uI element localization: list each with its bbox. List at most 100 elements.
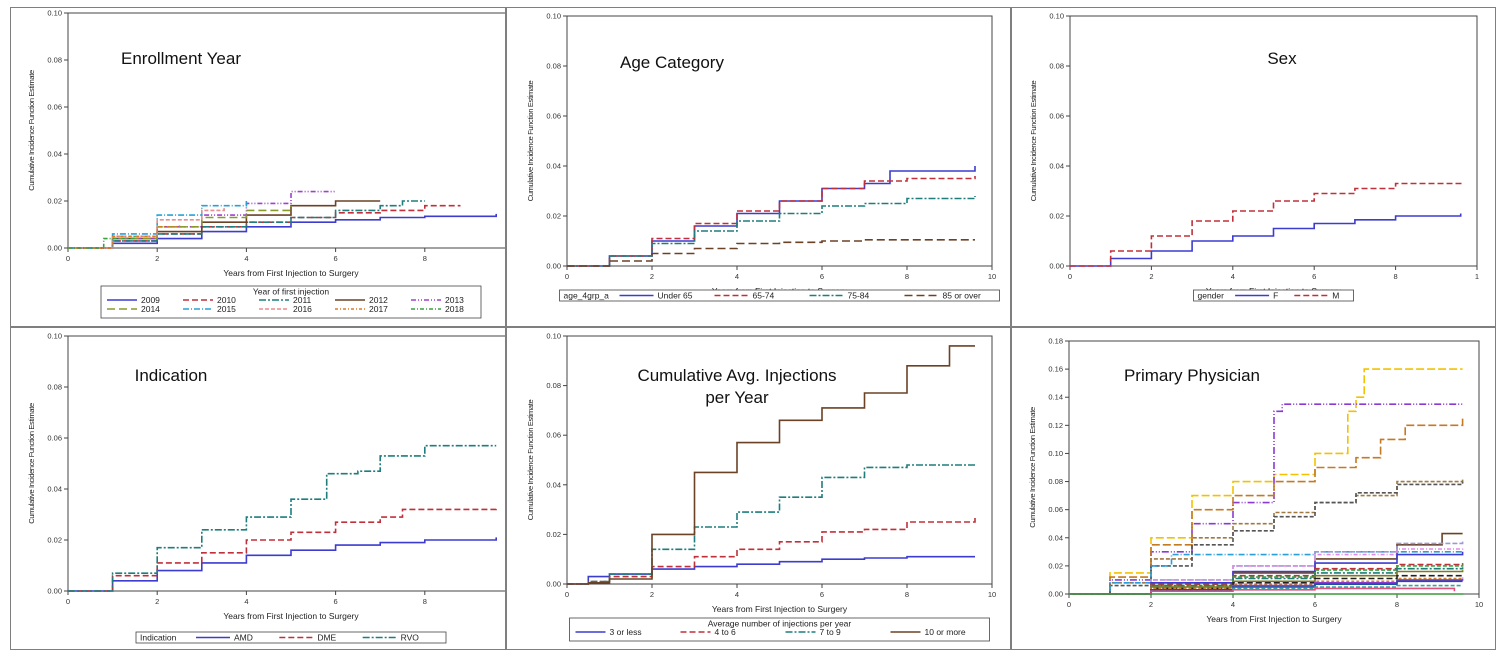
x-tick-label: 2 — [155, 597, 159, 606]
chart-title: Cumulative Avg. Injections — [637, 366, 836, 385]
y-tick-label: 0.02 — [1049, 212, 1064, 221]
x-axis-label: Years from First Injection to Surgery — [223, 611, 359, 621]
y-tick-label: 0.10 — [47, 332, 62, 341]
y-tick-label: 0.06 — [1049, 112, 1064, 121]
legend-box — [559, 289, 1000, 302]
series-line-21 — [1069, 593, 1464, 595]
series-line-85-or-over — [567, 239, 975, 267]
x-tick-label: 4 — [735, 590, 739, 599]
legend-label: 2015 — [217, 304, 236, 314]
chart-injections-per-year: 0.00 0.02 0.04 0.06 0.08 0.10 0 2 4 6 8 10 Years fro… — [526, 332, 996, 642]
y-tick-label: 0.04 — [1048, 533, 1063, 542]
panel-sex: 0.000.020.040.060.080.10024681Years from… — [1011, 7, 1496, 327]
chart-primary-physician: 0.00 0.02 0.04 0.06 0.08 0.10 0.12 0.14 0.16 0.18… — [1028, 337, 1483, 625]
x-tick-label: 0 — [565, 272, 569, 281]
legend-label: M — [1332, 291, 1339, 301]
x-tick-label: 6 — [820, 590, 824, 599]
legend-box — [1193, 289, 1354, 302]
x-tick-label: 8 — [1395, 600, 1399, 609]
legend-title: gender — [1198, 291, 1225, 301]
x-tick-label: 4 — [244, 597, 248, 606]
series-line-10-or-more — [567, 345, 975, 585]
y-tick-label: 0.06 — [546, 431, 561, 440]
y-tick-label: 0.02 — [47, 536, 62, 545]
x-tick-label: 6 — [334, 254, 338, 263]
x-tick-label: 8 — [1394, 272, 1398, 281]
legend-title: Year of first injection — [253, 287, 329, 297]
legend-box — [100, 285, 482, 319]
y-tick-label: 0.00 — [1048, 590, 1063, 599]
chart-title: Indication — [135, 366, 208, 385]
series-line-2009 — [68, 213, 497, 249]
chart-title: Sex — [1267, 49, 1297, 68]
series-line-2011 — [68, 200, 425, 249]
x-tick-label: 10 — [988, 590, 996, 599]
legend-label: 2016 — [293, 304, 312, 314]
x-tick-label: 2 — [155, 254, 159, 263]
y-tick-label: 0.16 — [1048, 365, 1063, 374]
y-tick-label: 0.08 — [47, 56, 62, 65]
y-tick-label: 0.00 — [47, 587, 62, 596]
x-tick-label: 0 — [66, 597, 70, 606]
y-tick-label: 0.10 — [47, 9, 62, 18]
x-tick-label: 2 — [650, 272, 654, 281]
legend-label: 2014 — [141, 304, 160, 314]
legend-title: Indication — [140, 633, 177, 643]
y-tick-label: 0.10 — [1049, 12, 1064, 21]
series-line-rvo — [68, 444, 497, 592]
x-tick-label: 4 — [735, 272, 739, 281]
y-tick-label: 0.06 — [47, 434, 62, 443]
legend-title: Average number of injections per year — [708, 619, 852, 629]
x-axis-label: Years from First Injection to Surgery — [1206, 614, 1342, 624]
x-tick-label: 8 — [905, 272, 909, 281]
y-tick-label: 0.08 — [1049, 62, 1064, 71]
y-axis-label: Cumulative Incidence Function Estimate — [526, 81, 535, 202]
legend-label: F — [1273, 291, 1278, 301]
series-line-2018 — [68, 233, 136, 249]
y-tick-label: 0.04 — [1049, 162, 1064, 171]
x-tick-label: 1 — [1475, 272, 1479, 281]
series-line-dme — [68, 506, 497, 592]
panel-primary-physician: 0.00 0.02 0.04 0.06 0.08 0.10 0.12 0.14 0.16 0.18… — [1011, 327, 1496, 650]
x-tick-label: 6 — [1313, 600, 1317, 609]
x-tick-label: 4 — [1231, 272, 1235, 281]
legend-label: 4 to 6 — [715, 627, 737, 637]
legend-label: AMD — [234, 633, 253, 643]
x-tick-label: 6 — [334, 597, 338, 606]
y-tick-label: 0.00 — [47, 244, 62, 253]
y-tick-label: 0.04 — [546, 480, 561, 489]
y-tick-label: 0.08 — [1048, 477, 1063, 486]
chart-title: Enrollment Year — [121, 49, 241, 68]
y-tick-label: 0.00 — [546, 580, 561, 589]
plot-frame — [67, 12, 505, 249]
series-line-75-84 — [567, 196, 976, 267]
x-tick-label: 2 — [1149, 600, 1153, 609]
legend-label: 85 or over — [943, 291, 981, 301]
legend-label: 2010 — [217, 295, 236, 305]
y-tick-label: 0.04 — [546, 162, 561, 171]
plot-frame — [1069, 15, 1478, 267]
x-tick-label: 6 — [1312, 272, 1316, 281]
y-axis-label: Cumulative Incidence Function Estimate — [27, 403, 36, 524]
x-tick-label: 2 — [1149, 272, 1153, 281]
legend-title: age_4grp_a — [564, 291, 610, 301]
x-axis-label: Years from First Injection to Surgery — [223, 268, 359, 278]
x-tick-label: 0 — [565, 590, 569, 599]
series-line-6 — [1069, 551, 1463, 595]
chart-title: Age Category — [620, 53, 724, 72]
series-line-7-to-9 — [567, 464, 975, 585]
y-tick-label: 0.00 — [1049, 262, 1064, 271]
y-tick-label: 0.08 — [47, 383, 62, 392]
plot-frame — [67, 335, 505, 592]
x-axis-label: Years from First Injection to Surgery — [712, 604, 848, 614]
legend-label: 2018 — [445, 304, 464, 314]
y-tick-label: 0.10 — [546, 332, 561, 341]
legend-box — [569, 617, 990, 642]
x-tick-label: 8 — [423, 597, 427, 606]
legend-label: 75-84 — [848, 291, 870, 301]
x-tick-label: 8 — [905, 590, 909, 599]
legend-label: 10 or more — [925, 627, 966, 637]
